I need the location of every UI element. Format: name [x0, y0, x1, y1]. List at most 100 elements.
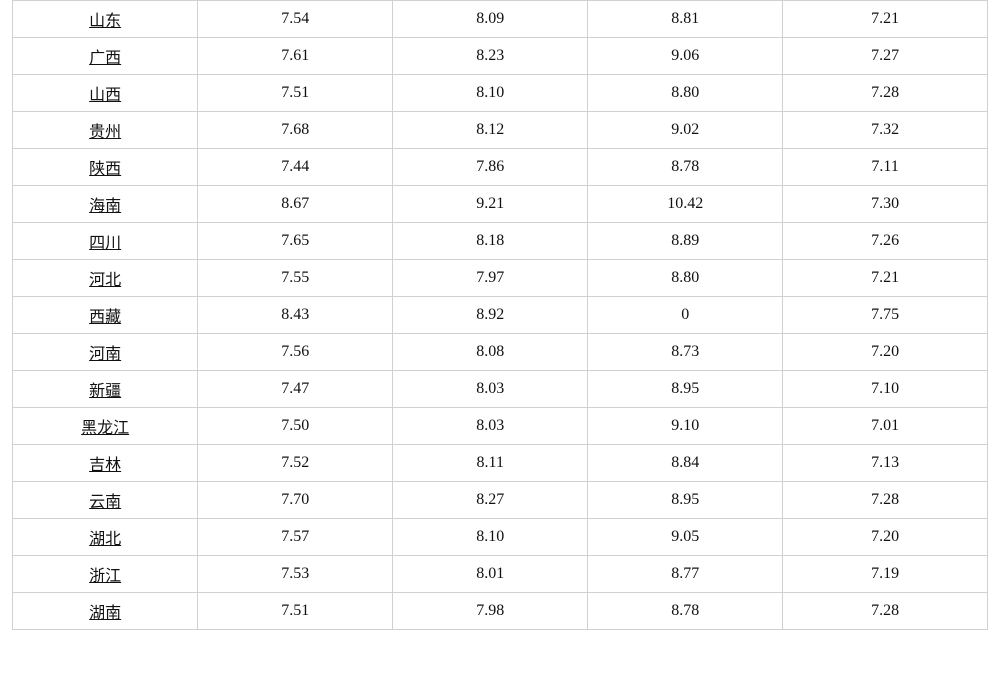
- table-row: 四川7.658.188.897.26: [13, 223, 988, 260]
- table-row: 湖北 7.578.109.057.20: [13, 519, 988, 556]
- table-row: 山西7.518.108.807.28: [13, 75, 988, 112]
- table-row: 河北7.557.978.807.21: [13, 260, 988, 297]
- province-cell: 西藏: [13, 297, 198, 334]
- value-cell-3: 9.05: [588, 519, 783, 556]
- province-cell: 贵州: [13, 112, 198, 149]
- province-cell: 浙江: [13, 556, 198, 593]
- value-cell-2: 8.08: [393, 334, 588, 371]
- table-row: 山东7.548.098.817.21: [13, 1, 988, 38]
- province-cell: 山西: [13, 75, 198, 112]
- table-row: 吉林7.528.118.847.13: [13, 445, 988, 482]
- value-cell-1: 7.57: [198, 519, 393, 556]
- table-row: 湖南7.517.988.787.28: [13, 593, 988, 630]
- value-cell-1: 7.53: [198, 556, 393, 593]
- value-cell-2: 7.98: [393, 593, 588, 630]
- province-link[interactable]: 陕西: [89, 161, 121, 178]
- province-cell: 海南: [13, 186, 198, 223]
- value-cell-2: 8.27: [393, 482, 588, 519]
- value-cell-1: 7.65: [198, 223, 393, 260]
- province-cell: 河北: [13, 260, 198, 297]
- value-cell-4: 7.32: [783, 112, 988, 149]
- value-cell-4: 7.75: [783, 297, 988, 334]
- province-link[interactable]: 四川: [89, 235, 121, 252]
- value-cell-4: 7.26: [783, 223, 988, 260]
- value-cell-4: 7.13: [783, 445, 988, 482]
- value-cell-4: 7.20: [783, 519, 988, 556]
- value-cell-3: 8.95: [588, 482, 783, 519]
- value-cell-1: 8.67: [198, 186, 393, 223]
- value-cell-2: 9.21: [393, 186, 588, 223]
- province-cell: 云南: [13, 482, 198, 519]
- data-table: 山东7.548.098.817.21广西7.618.239.067.27山西7.…: [12, 0, 988, 630]
- province-cell: 陕西: [13, 149, 198, 186]
- value-cell-3: 8.77: [588, 556, 783, 593]
- province-cell: 湖南: [13, 593, 198, 630]
- table-row: 浙江7.538.018.777.19: [13, 556, 988, 593]
- value-cell-1: 8.43: [198, 297, 393, 334]
- province-link[interactable]: 黑龙江: [81, 420, 129, 437]
- value-cell-3: 0: [588, 297, 783, 334]
- province-link[interactable]: 云南: [89, 494, 121, 511]
- province-cell: 四川: [13, 223, 198, 260]
- province-link[interactable]: 山西: [89, 87, 121, 104]
- table-row: 云南 7.708.278.957.28: [13, 482, 988, 519]
- table-container: 山东7.548.098.817.21广西7.618.239.067.27山西7.…: [0, 0, 1000, 650]
- value-cell-3: 8.80: [588, 75, 783, 112]
- value-cell-4: 7.30: [783, 186, 988, 223]
- value-cell-4: 7.27: [783, 38, 988, 75]
- province-link[interactable]: 吉林: [89, 457, 121, 474]
- province-link[interactable]: 湖南: [89, 605, 121, 622]
- table-row: 陕西7.447.868.787.11: [13, 149, 988, 186]
- value-cell-2: 8.23: [393, 38, 588, 75]
- value-cell-1: 7.55: [198, 260, 393, 297]
- province-link[interactable]: 河南: [89, 346, 121, 363]
- province-link[interactable]: 湖北: [89, 531, 121, 548]
- province-link[interactable]: 贵州: [89, 124, 121, 141]
- province-cell: 新疆: [13, 371, 198, 408]
- value-cell-4: 7.20: [783, 334, 988, 371]
- value-cell-2: 8.10: [393, 519, 588, 556]
- value-cell-4: 7.28: [783, 482, 988, 519]
- value-cell-1: 7.68: [198, 112, 393, 149]
- province-link[interactable]: 广西: [89, 50, 121, 67]
- province-link[interactable]: 浙江: [89, 568, 121, 585]
- value-cell-2: 7.86: [393, 149, 588, 186]
- value-cell-2: 8.11: [393, 445, 588, 482]
- value-cell-4: 7.21: [783, 1, 988, 38]
- value-cell-3: 8.78: [588, 593, 783, 630]
- table-row: 河南 7.568.088.737.20: [13, 334, 988, 371]
- value-cell-4: 7.11: [783, 149, 988, 186]
- province-cell: 广西: [13, 38, 198, 75]
- province-link[interactable]: 新疆: [89, 383, 121, 400]
- value-cell-2: 8.09: [393, 1, 588, 38]
- value-cell-3: 8.84: [588, 445, 783, 482]
- value-cell-1: 7.70: [198, 482, 393, 519]
- table-row: 贵州 7.688.129.027.32: [13, 112, 988, 149]
- value-cell-1: 7.54: [198, 1, 393, 38]
- table-row: 新疆7.478.038.957.10: [13, 371, 988, 408]
- value-cell-1: 7.47: [198, 371, 393, 408]
- value-cell-2: 8.01: [393, 556, 588, 593]
- value-cell-3: 8.73: [588, 334, 783, 371]
- table-row: 西藏 8.438.9207.75: [13, 297, 988, 334]
- value-cell-3: 9.06: [588, 38, 783, 75]
- table-row: 海南8.679.2110.427.30: [13, 186, 988, 223]
- value-cell-2: 8.92: [393, 297, 588, 334]
- value-cell-2: 8.03: [393, 408, 588, 445]
- province-link[interactable]: 山东: [89, 13, 121, 30]
- province-cell: 吉林: [13, 445, 198, 482]
- value-cell-3: 9.02: [588, 112, 783, 149]
- value-cell-3: 8.95: [588, 371, 783, 408]
- value-cell-2: 8.18: [393, 223, 588, 260]
- table-row: 黑龙江7.508.039.107.01: [13, 408, 988, 445]
- province-link[interactable]: 西藏: [89, 309, 121, 326]
- province-cell: 黑龙江: [13, 408, 198, 445]
- value-cell-1: 7.56: [198, 334, 393, 371]
- value-cell-4: 7.21: [783, 260, 988, 297]
- value-cell-1: 7.51: [198, 593, 393, 630]
- province-link[interactable]: 海南: [89, 198, 121, 215]
- province-link[interactable]: 河北: [89, 272, 121, 289]
- value-cell-1: 7.51: [198, 75, 393, 112]
- value-cell-1: 7.44: [198, 149, 393, 186]
- value-cell-2: 8.12: [393, 112, 588, 149]
